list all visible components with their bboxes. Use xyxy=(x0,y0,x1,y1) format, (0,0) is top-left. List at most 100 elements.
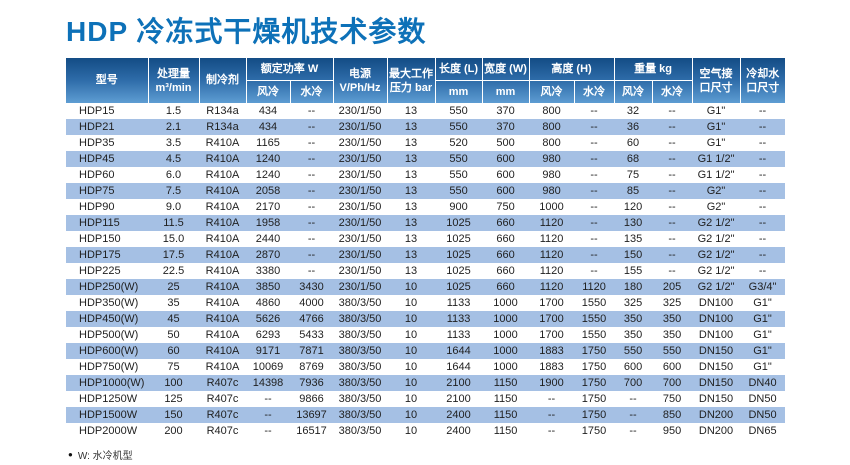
cell-value: 10 xyxy=(404,297,418,309)
cell-value: 205 xyxy=(662,281,682,293)
cell-value: 1133 xyxy=(446,329,471,341)
subcol-width-unit: mm xyxy=(481,80,530,103)
subcol-height-air: 风冷 xyxy=(528,80,575,103)
cell-value: 13 xyxy=(404,185,418,197)
cell-model: HDP1000(W) xyxy=(79,377,145,389)
cell-value: 1.5 xyxy=(165,105,182,117)
cell-value: 85 xyxy=(626,185,640,197)
col-header-air-port-l2: 口尺寸 xyxy=(699,81,733,94)
cell-value: 125 xyxy=(164,393,183,405)
cell-value: -- xyxy=(758,217,767,229)
cell-model: HDP60 xyxy=(79,169,115,181)
cell-value: 660 xyxy=(496,217,515,229)
cell-value: 1150 xyxy=(493,409,518,421)
cell-value: 68 xyxy=(626,153,640,165)
col-header-pressure: 最大工作 压力 bar xyxy=(386,58,436,103)
cell-value: 1025 xyxy=(446,281,471,293)
cell-model: HDP2000W xyxy=(79,425,138,437)
cell-value: 2170 xyxy=(255,201,281,213)
cell-value: 1025 xyxy=(446,249,471,261)
col-header-pressure-label: 最大工作 xyxy=(389,67,434,80)
cell-value: G2 1/2" xyxy=(697,265,735,277)
cell-value: 550 xyxy=(449,185,468,197)
cell-value: -- xyxy=(629,425,637,437)
cell-value: -- xyxy=(307,233,316,245)
col-header-capacity: 处理量 m³/min xyxy=(147,58,199,103)
cell-model: HDP1500W xyxy=(79,409,138,421)
cell-value: 980 xyxy=(542,185,561,197)
cell-value: 230/1/50 xyxy=(338,169,382,181)
cell-value: 600 xyxy=(496,169,515,181)
cell-value: G1" xyxy=(753,297,772,309)
cell-value: 1750 xyxy=(581,425,607,437)
cell-value: 32 xyxy=(626,105,640,117)
cell-value: 350 xyxy=(662,329,682,341)
cell-value: G2" xyxy=(706,201,726,213)
cell-value: -- xyxy=(307,249,316,261)
cell-value: G1" xyxy=(753,329,772,341)
cell-value: 1900 xyxy=(539,377,564,389)
cell-value: -- xyxy=(547,393,556,405)
cell-value: 230/1/50 xyxy=(338,281,382,293)
cell-value: 1120 xyxy=(539,233,564,245)
cell-value: G2 1/2" xyxy=(697,217,735,229)
cell-value: 2058 xyxy=(255,185,281,197)
cell-value: 9171 xyxy=(255,345,281,357)
cell-value: 600 xyxy=(623,361,643,373)
table-row: HDP60 6.0 R410A 1240 -- 230/1/50 13 550 600 980 --… xyxy=(66,167,785,183)
table-row: HDP115 11.5 R410A 1958 -- 230/1/50 13 1025 660 11… xyxy=(66,215,786,231)
cell-value: 14398 xyxy=(252,377,284,389)
cell-value: 5626 xyxy=(255,313,281,325)
cell-value: 1240 xyxy=(255,153,281,165)
cell-value: 230/1/50 xyxy=(338,265,382,277)
cell-value: 7871 xyxy=(299,345,324,357)
subcol-weight-air: 风冷 xyxy=(613,80,653,103)
table-row: HDP90 9.0 R410A 2170 -- 230/1/50 13 900 750 1000 -… xyxy=(66,199,785,215)
cell-value: 10 xyxy=(404,409,418,421)
cell-value: 700 xyxy=(662,377,682,389)
cell-value: 500 xyxy=(496,137,515,149)
cell-value: 2.1 xyxy=(165,121,182,133)
cell-value: 2100 xyxy=(446,377,471,389)
cell-value: 1133 xyxy=(446,313,471,325)
cell-value: 4000 xyxy=(299,297,324,309)
cell-value: -- xyxy=(758,105,767,117)
cell-value: DN150 xyxy=(698,345,734,357)
cell-value: -- xyxy=(590,233,598,245)
cell-value: R410A xyxy=(205,297,240,309)
cell-value: 2100 xyxy=(446,393,471,405)
cell-value: 10 xyxy=(404,425,418,437)
cell-value: -- xyxy=(758,249,767,261)
cell-value: 1165 xyxy=(256,137,280,149)
cell-value: 800 xyxy=(542,105,561,117)
cell-value: R410A xyxy=(205,361,240,373)
cell-value: 10 xyxy=(404,281,418,293)
subcol-length-unit: mm xyxy=(434,80,483,103)
cell-value: 17.5 xyxy=(162,249,185,261)
cell-value: -- xyxy=(307,201,316,213)
table-row: HDP250(W) 25 R410A 3850 3430 230/1/50 10 1025 66… xyxy=(66,279,786,295)
cell-value: 550 xyxy=(449,169,468,181)
cell-value: 800 xyxy=(542,137,561,149)
cell-value: DN100 xyxy=(698,297,734,309)
col-header-power-group: 额定功率 W xyxy=(245,58,334,81)
cell-value: 22.5 xyxy=(162,265,185,277)
cell-value: 850 xyxy=(662,409,682,421)
cell-value: 35 xyxy=(167,297,180,309)
cell-value: 1025 xyxy=(446,265,471,277)
cell-value: 200 xyxy=(164,425,183,437)
cell-value: 230/1/50 xyxy=(338,217,382,229)
table-row: HDP225 22.5 R410A 3380 -- 230/1/50 13 1025 660 11… xyxy=(66,263,785,279)
cell-value: 1750 xyxy=(581,345,607,357)
cell-value: -- xyxy=(590,105,598,117)
cell-value: 750 xyxy=(496,201,515,213)
cell-value: R410A xyxy=(205,233,240,245)
cell-value: -- xyxy=(758,121,767,133)
cell-value: 750 xyxy=(662,393,682,405)
cell-value: R134a xyxy=(206,121,239,133)
cell-model: HDP21 xyxy=(79,121,115,133)
cell-value: -- xyxy=(307,185,316,197)
cell-value: 900 xyxy=(449,201,468,213)
cell-value: -- xyxy=(668,169,676,181)
col-header-air-port: 空气接 口尺寸 xyxy=(691,58,741,103)
